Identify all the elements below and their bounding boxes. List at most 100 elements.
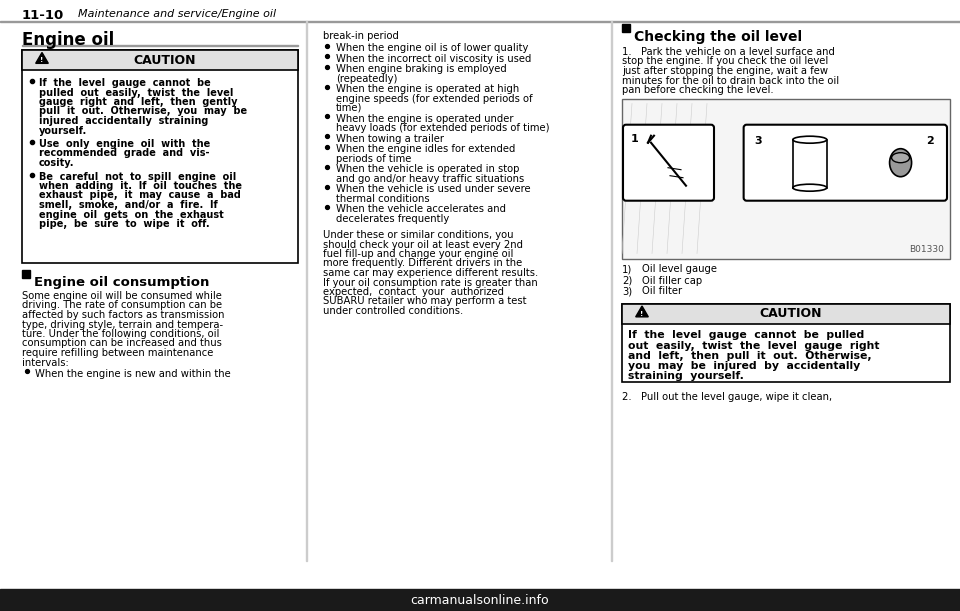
Text: When the incorrect oil viscosity is used: When the incorrect oil viscosity is used bbox=[336, 54, 532, 64]
Text: 2.   Pull out the level gauge, wipe it clean,: 2. Pull out the level gauge, wipe it cle… bbox=[622, 392, 832, 401]
Bar bbox=[622, 304, 950, 381]
Text: Engine oil: Engine oil bbox=[22, 31, 114, 49]
Text: pull  it  out.  Otherwise,  you  may  be: pull it out. Otherwise, you may be bbox=[39, 106, 247, 117]
Text: When the engine is new and within the: When the engine is new and within the bbox=[35, 369, 230, 379]
Text: When the engine is operated at high: When the engine is operated at high bbox=[336, 84, 519, 94]
Bar bbox=[22, 50, 298, 263]
Text: B01330: B01330 bbox=[909, 244, 944, 254]
Text: Be  careful  not  to  spill  engine  oil: Be careful not to spill engine oil bbox=[39, 172, 236, 181]
Text: If  the  level  gauge  cannot  be  pulled: If the level gauge cannot be pulled bbox=[628, 331, 864, 340]
Text: !: ! bbox=[640, 310, 643, 316]
Text: and  left,  then  pull  it  out.  Otherwise,: and left, then pull it out. Otherwise, bbox=[628, 351, 872, 361]
Text: 3): 3) bbox=[622, 287, 632, 296]
Text: require refilling between maintenance: require refilling between maintenance bbox=[22, 348, 213, 358]
Text: 2): 2) bbox=[622, 276, 633, 285]
FancyBboxPatch shape bbox=[744, 125, 947, 200]
Text: pan before checking the level.: pan before checking the level. bbox=[622, 85, 774, 95]
Text: When the vehicle is used under severe: When the vehicle is used under severe bbox=[336, 184, 531, 194]
Text: If  the  level  gauge  cannot  be: If the level gauge cannot be bbox=[39, 78, 211, 88]
Text: Engine oil consumption: Engine oil consumption bbox=[34, 276, 209, 289]
Text: periods of time: periods of time bbox=[336, 153, 412, 164]
Ellipse shape bbox=[793, 136, 827, 143]
Text: gauge  right  and  left,  then  gently: gauge right and left, then gently bbox=[39, 97, 237, 107]
Bar bbox=[793, 140, 827, 188]
Text: Some engine oil will be consumed while: Some engine oil will be consumed while bbox=[22, 291, 222, 301]
Bar bbox=[0, 21, 960, 22]
Text: should check your oil at least every 2nd: should check your oil at least every 2nd bbox=[323, 240, 523, 249]
Text: SUBARU retailer who may perform a test: SUBARU retailer who may perform a test bbox=[323, 296, 526, 307]
Text: 1: 1 bbox=[631, 134, 638, 144]
Ellipse shape bbox=[793, 184, 827, 191]
Text: consumption can be increased and thus: consumption can be increased and thus bbox=[22, 338, 222, 348]
Text: CAUTION: CAUTION bbox=[759, 307, 823, 320]
Text: When the engine is operated under: When the engine is operated under bbox=[336, 114, 514, 123]
Text: type, driving style, terrain and tempera-: type, driving style, terrain and tempera… bbox=[22, 320, 223, 329]
Text: Maintenance and service/Engine oil: Maintenance and service/Engine oil bbox=[78, 9, 276, 19]
Text: When the vehicle accelerates and: When the vehicle accelerates and bbox=[336, 204, 506, 214]
Text: !: ! bbox=[40, 57, 43, 63]
Text: (repeatedly): (repeatedly) bbox=[336, 73, 397, 84]
Text: When the vehicle is operated in stop: When the vehicle is operated in stop bbox=[336, 164, 519, 174]
Text: more frequently. Different drivers in the: more frequently. Different drivers in th… bbox=[323, 258, 522, 268]
Text: Checking the oil level: Checking the oil level bbox=[634, 30, 803, 44]
Text: recommended  grade  and  vis-: recommended grade and vis- bbox=[39, 148, 209, 158]
Text: Oil filler cap: Oil filler cap bbox=[642, 276, 702, 285]
Text: injured  accidentally  straining: injured accidentally straining bbox=[39, 116, 208, 126]
Text: out  easily,  twist  the  level  gauge  right: out easily, twist the level gauge right bbox=[628, 341, 879, 351]
Text: pulled  out  easily,  twist  the  level: pulled out easily, twist the level bbox=[39, 87, 233, 98]
Text: Under these or similar conditions, you: Under these or similar conditions, you bbox=[323, 230, 514, 240]
Text: 11-10: 11-10 bbox=[22, 9, 64, 22]
Ellipse shape bbox=[892, 153, 909, 163]
Text: engine speeds (for extended periods of: engine speeds (for extended periods of bbox=[336, 93, 533, 103]
Text: minutes for the oil to drain back into the oil: minutes for the oil to drain back into t… bbox=[622, 76, 839, 86]
Text: thermal conditions: thermal conditions bbox=[336, 194, 430, 203]
Text: and go and/or heavy traffic situations: and go and/or heavy traffic situations bbox=[336, 174, 524, 183]
Text: pipe,  be  sure  to  wipe  it  off.: pipe, be sure to wipe it off. bbox=[39, 219, 209, 229]
Text: Oil filter: Oil filter bbox=[642, 287, 683, 296]
Text: intervals:: intervals: bbox=[22, 357, 69, 367]
Bar bbox=[22, 50, 298, 70]
Bar bbox=[22, 45, 298, 46]
Text: stop the engine. If you check the oil level: stop the engine. If you check the oil le… bbox=[622, 56, 828, 67]
Polygon shape bbox=[636, 306, 648, 317]
Text: When the engine idles for extended: When the engine idles for extended bbox=[336, 144, 516, 154]
Text: When engine braking is employed: When engine braking is employed bbox=[336, 64, 507, 74]
Text: same car may experience different results.: same car may experience different result… bbox=[323, 268, 539, 278]
Text: 3: 3 bbox=[755, 136, 762, 145]
Text: When the engine oil is of lower quality: When the engine oil is of lower quality bbox=[336, 43, 528, 53]
Text: carmanualsonline.info: carmanualsonline.info bbox=[411, 593, 549, 607]
Text: expected,  contact  your  authorized: expected, contact your authorized bbox=[323, 287, 504, 297]
Bar bbox=[622, 24, 630, 32]
Text: Oil level gauge: Oil level gauge bbox=[642, 265, 717, 274]
Bar bbox=[622, 304, 950, 323]
Text: cosity.: cosity. bbox=[39, 158, 75, 168]
Text: affected by such factors as transmission: affected by such factors as transmission bbox=[22, 310, 225, 320]
Text: driving. The rate of consumption can be: driving. The rate of consumption can be bbox=[22, 301, 222, 310]
Text: Use  only  engine  oil  with  the: Use only engine oil with the bbox=[39, 139, 210, 149]
Text: you  may  be  injured  by  accidentally: you may be injured by accidentally bbox=[628, 361, 860, 371]
Text: smell,  smoke,  and/or  a  fire.  If: smell, smoke, and/or a fire. If bbox=[39, 200, 218, 210]
Bar bbox=[622, 98, 950, 258]
Text: heavy loads (for extended periods of time): heavy loads (for extended periods of tim… bbox=[336, 123, 549, 133]
Bar bbox=[22, 270, 30, 278]
Text: 1): 1) bbox=[622, 265, 633, 274]
Text: just after stopping the engine, wait a few: just after stopping the engine, wait a f… bbox=[622, 66, 828, 76]
FancyBboxPatch shape bbox=[623, 125, 714, 200]
Text: yourself.: yourself. bbox=[39, 125, 87, 136]
Text: When towing a trailer: When towing a trailer bbox=[336, 133, 444, 144]
Bar bbox=[0, 589, 960, 611]
Text: straining  yourself.: straining yourself. bbox=[628, 371, 744, 381]
Text: under controlled conditions.: under controlled conditions. bbox=[323, 306, 464, 316]
Text: 2: 2 bbox=[926, 136, 934, 145]
Text: decelerates frequently: decelerates frequently bbox=[336, 213, 449, 224]
Ellipse shape bbox=[890, 148, 912, 177]
Text: 1.   Park the vehicle on a level surface and: 1. Park the vehicle on a level surface a… bbox=[622, 47, 835, 57]
Text: ture. Under the following conditions, oil: ture. Under the following conditions, oi… bbox=[22, 329, 220, 339]
Text: exhaust  pipe,  it  may  cause  a  bad: exhaust pipe, it may cause a bad bbox=[39, 191, 241, 200]
Text: time): time) bbox=[336, 103, 362, 113]
Text: when  adding  it.  If  oil  touches  the: when adding it. If oil touches the bbox=[39, 181, 242, 191]
Text: CAUTION: CAUTION bbox=[133, 54, 196, 67]
Text: break-in period: break-in period bbox=[323, 31, 398, 41]
Polygon shape bbox=[36, 53, 48, 64]
Text: fuel fill-up and change your engine oil: fuel fill-up and change your engine oil bbox=[323, 249, 514, 259]
